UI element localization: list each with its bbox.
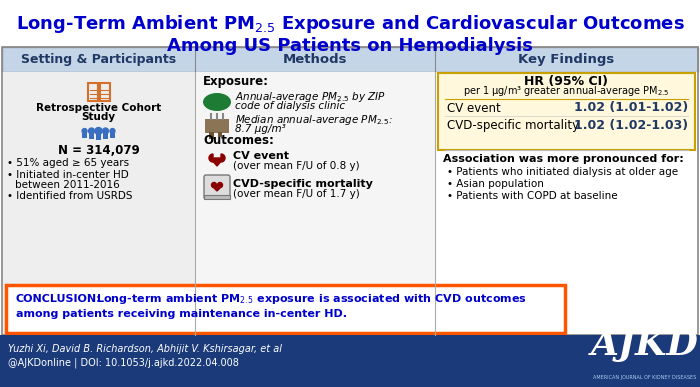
Text: Exposure:: Exposure:	[203, 75, 269, 89]
FancyBboxPatch shape	[6, 285, 565, 333]
FancyBboxPatch shape	[204, 175, 230, 199]
Text: 1.02 (1.01-1.02): 1.02 (1.01-1.02)	[574, 101, 688, 115]
Circle shape	[88, 128, 95, 134]
Text: • Patients with COPD at baseline: • Patients with COPD at baseline	[447, 191, 617, 201]
Text: AJKD: AJKD	[591, 328, 699, 362]
Bar	[2, 47, 698, 72]
Text: Annual-average PM$_{2.5}$ by ZIP: Annual-average PM$_{2.5}$ by ZIP	[235, 90, 386, 104]
Text: 1.02 (1.02-1.03): 1.02 (1.02-1.03)	[574, 120, 688, 132]
Text: AMERICAN JOURNAL OF KIDNEY DISEASES: AMERICAN JOURNAL OF KIDNEY DISEASES	[594, 375, 696, 380]
Circle shape	[218, 183, 223, 187]
FancyBboxPatch shape	[602, 339, 688, 383]
Bar	[2, 72, 195, 335]
Polygon shape	[221, 154, 225, 162]
Circle shape	[95, 127, 102, 135]
Text: • Asian population: • Asian population	[447, 179, 544, 189]
Bar	[435, 72, 698, 335]
Text: Study: Study	[81, 112, 116, 122]
Polygon shape	[212, 186, 222, 191]
Bar	[205, 119, 229, 133]
Text: CVD-specific mortality: CVD-specific mortality	[447, 120, 579, 132]
Text: Retrospective Cohort: Retrospective Cohort	[36, 103, 161, 113]
Ellipse shape	[203, 93, 231, 111]
Text: • Patients who initiated dialysis at older age: • Patients who initiated dialysis at old…	[447, 167, 678, 177]
Text: • 51% aged ≥ 65 years: • 51% aged ≥ 65 years	[7, 158, 129, 168]
Text: code of dialysis clinic: code of dialysis clinic	[235, 101, 345, 111]
Text: 8.7 μg/m³: 8.7 μg/m³	[235, 124, 286, 134]
Circle shape	[82, 128, 87, 134]
Text: N = 314,079: N = 314,079	[57, 144, 139, 158]
Text: CVD-specific mortality: CVD-specific mortality	[233, 179, 373, 189]
Text: CV event: CV event	[447, 101, 500, 115]
Bar	[95, 133, 101, 140]
Text: Long-Term Ambient PM$_{2.5}$ Exposure and Cardiovascular Outcomes: Long-Term Ambient PM$_{2.5}$ Exposure an…	[15, 13, 685, 35]
Text: • Initiated in-center HD: • Initiated in-center HD	[7, 170, 129, 180]
Bar	[2, 47, 698, 335]
Bar	[103, 133, 108, 139]
Text: CONCLUSION:: CONCLUSION:	[16, 294, 102, 304]
Text: (over mean F/U of 0.8 y): (over mean F/U of 0.8 y)	[233, 161, 360, 171]
Text: per 1 μg/m³ greater annual-average PM$_{2.5}$: per 1 μg/m³ greater annual-average PM$_{…	[463, 84, 670, 98]
Text: Key Findings: Key Findings	[519, 53, 615, 66]
Text: among patients receiving maintenance in-center HD.: among patients receiving maintenance in-…	[16, 309, 347, 319]
Bar	[111, 133, 115, 138]
Bar	[204, 195, 230, 199]
Bar	[209, 132, 214, 139]
Circle shape	[102, 128, 108, 134]
Text: Median annual-average PM$_{2.5}$:: Median annual-average PM$_{2.5}$:	[235, 113, 393, 127]
Text: Outcomes:: Outcomes:	[203, 134, 274, 147]
Circle shape	[211, 183, 216, 187]
Text: Association was more pronounced for:: Association was more pronounced for:	[443, 154, 684, 164]
Text: Long-term ambient PM$_{2.5}$ exposure is associated with CVD outcomes: Long-term ambient PM$_{2.5}$ exposure is…	[96, 292, 527, 306]
Text: HR (95% CI): HR (95% CI)	[524, 75, 608, 87]
Polygon shape	[209, 154, 213, 162]
Text: Methods: Methods	[283, 53, 347, 66]
Text: CV event: CV event	[233, 151, 289, 161]
Text: Yuzhi Xi, David B. Richardson, Abhijit V. Kshirsagar, et al: Yuzhi Xi, David B. Richardson, Abhijit V…	[8, 344, 282, 354]
Text: @AJKDonline | DOI: 10.1053/j.ajkd.2022.04.008: @AJKDonline | DOI: 10.1053/j.ajkd.2022.0…	[8, 358, 239, 368]
Text: (over mean F/U of 1.7 y): (over mean F/U of 1.7 y)	[233, 189, 360, 199]
Text: Among US Patients on Hemodialysis: Among US Patients on Hemodialysis	[167, 37, 533, 55]
Bar	[99, 83, 109, 101]
FancyBboxPatch shape	[438, 73, 695, 150]
Circle shape	[110, 128, 115, 134]
Bar	[0, 335, 700, 387]
Bar	[89, 133, 94, 139]
Bar	[195, 72, 435, 335]
Bar	[218, 132, 222, 137]
Text: • Identified from USRDS: • Identified from USRDS	[7, 191, 132, 201]
Polygon shape	[210, 158, 224, 166]
Text: Setting & Participants: Setting & Participants	[21, 53, 176, 66]
Bar	[83, 133, 87, 138]
Text: between 2011-2016: between 2011-2016	[15, 180, 120, 190]
Bar	[88, 83, 97, 101]
